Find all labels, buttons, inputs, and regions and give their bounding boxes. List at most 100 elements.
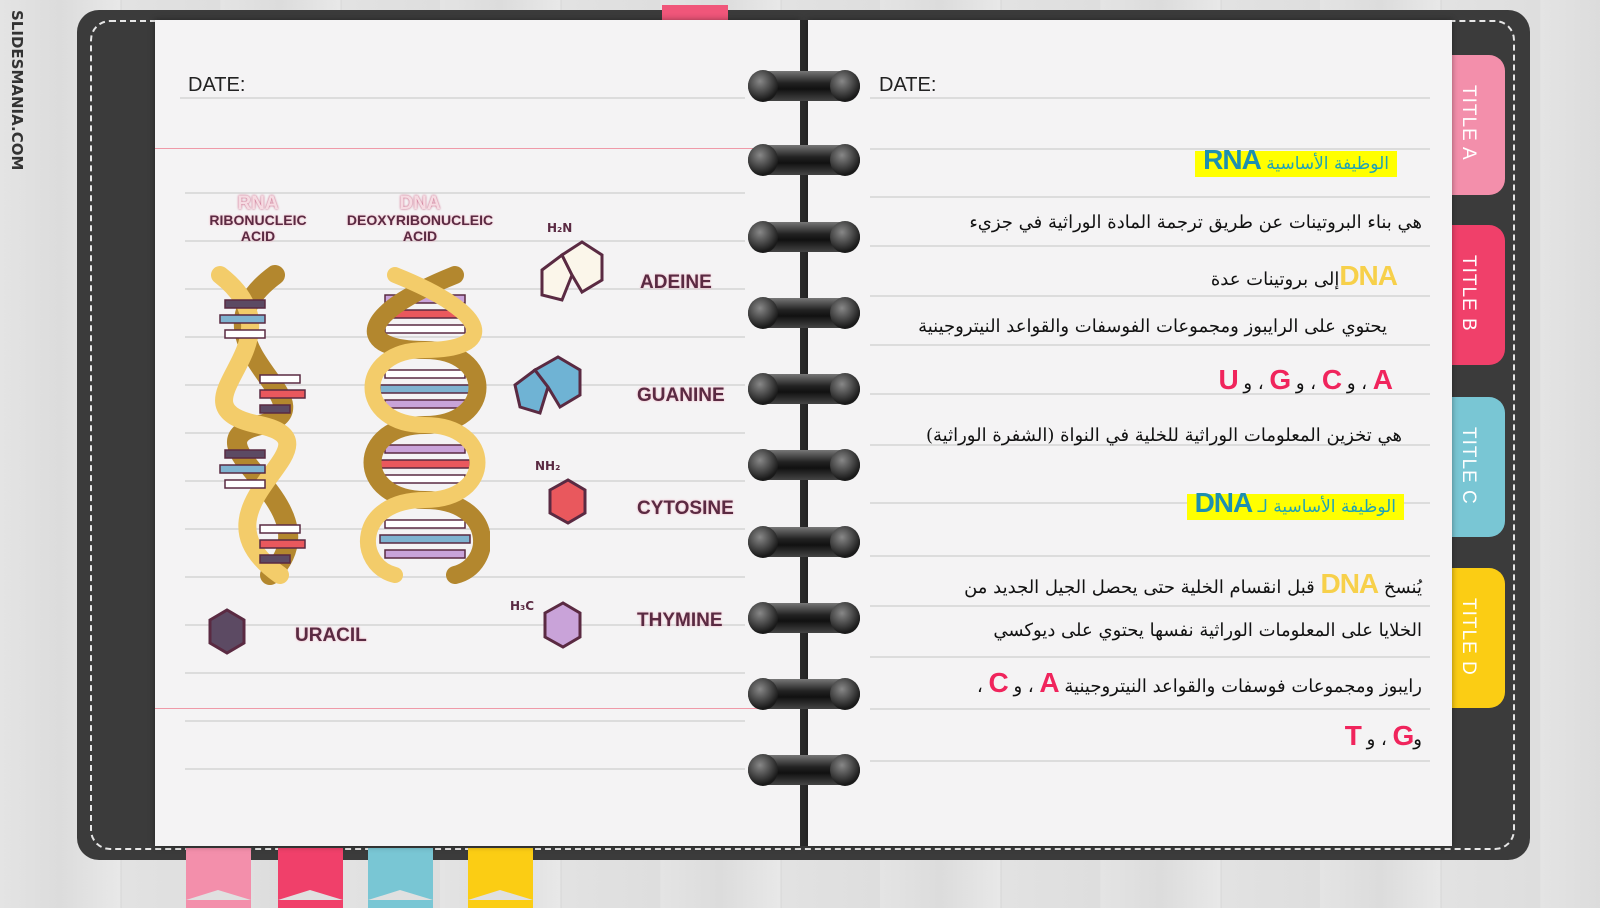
base-letter: A <box>1039 667 1059 698</box>
rna-subtitle: RIBONUCLEIC <box>209 212 307 228</box>
base-letter: G <box>1392 720 1415 751</box>
ruled-line <box>870 97 1430 99</box>
text: يُنسخ <box>1383 577 1422 598</box>
ruled-line <box>185 240 745 242</box>
ruled-line <box>185 720 745 722</box>
dna-abbr: DNA <box>1339 260 1398 291</box>
rna-bases-line: A ، و C ، و G ، و U <box>1218 364 1393 396</box>
ruled-line <box>185 768 745 770</box>
spiral-ring <box>748 678 860 710</box>
spiral-ring <box>748 754 860 786</box>
tab-label: TITLE C <box>1458 427 1479 505</box>
dna-text-line-1: يُنسخ DNA قبل انقسام الخلية حتى يحصل الج… <box>964 568 1422 600</box>
ruled-line <box>870 295 1430 297</box>
date-label: DATE: <box>188 74 246 96</box>
dna-label: DNA DEOXYRIBONUCLEIC ACID <box>345 193 495 244</box>
left-page: DATE: RNA RIBONUCLEIC ACID DNA DEOXYRIBO… <box>155 20 800 846</box>
tab-title-b[interactable]: TITLE B <box>1443 225 1505 365</box>
base-label-uracil: URACIL <box>295 625 367 646</box>
tab-title-a[interactable]: TITLE A <box>1443 55 1505 195</box>
base-letter: U <box>1218 364 1238 395</box>
ruled-line <box>870 393 1430 395</box>
guanine-molecule-icon <box>513 355 582 415</box>
text: و <box>1413 729 1422 750</box>
ruled-line <box>185 528 745 530</box>
rna-text-line-3: يحتوي على الرايبوز ومجموعات الفوسفات وال… <box>918 316 1387 337</box>
rna-helix-illustration <box>211 265 306 585</box>
ruled-line <box>870 605 1430 607</box>
ruled-line <box>870 502 1430 504</box>
ruled-line <box>185 624 745 626</box>
ruled-line <box>870 656 1430 658</box>
tab-title-c[interactable]: TITLE C <box>1443 397 1505 537</box>
dna-storage-line: هي تخزين المعلومات الوراثية للخلية في ال… <box>926 425 1402 446</box>
bottom-bookmark-yellow[interactable] <box>468 848 533 908</box>
text: رايبوز ومجموعات فوسفات والقواعد النيتروج… <box>1064 676 1422 697</box>
tab-label: TITLE A <box>1458 85 1479 161</box>
heading-abbr: DNA <box>1194 487 1254 518</box>
rna-function-heading: الوظيفة الأساسية RNA <box>1195 144 1397 177</box>
ruled-line <box>185 672 745 674</box>
uracil-molecule-icon <box>208 608 246 655</box>
dna-subtitle: DEOXYRIBONUCLEIC <box>346 212 494 228</box>
svg-text:H₃C: H₃C <box>510 599 534 613</box>
base-letter: G <box>1269 364 1291 395</box>
spiral-ring <box>748 297 860 329</box>
bottom-bookmark-red[interactable] <box>278 848 343 908</box>
base-letter: C <box>1321 364 1342 395</box>
separator: ، و <box>1346 373 1373 394</box>
tab-label: TITLE D <box>1458 598 1479 676</box>
ruled-line <box>185 192 745 194</box>
dna-function-heading: الوظيفة الأساسية لـ DNA <box>1186 487 1404 520</box>
ruled-line <box>180 97 745 99</box>
dna-helix-illustrations <box>211 265 490 585</box>
dna-text-line-2: الخلايا على المعلومات الوراثية نفسها يحت… <box>993 620 1422 641</box>
tab-title-d[interactable]: TITLE D <box>1443 568 1505 708</box>
highlight: الوظيفة الأساسية لـ DNA <box>1186 487 1404 520</box>
spiral-ring <box>748 602 860 634</box>
adenine-molecule-icon: H₂N <box>540 221 604 302</box>
base-letter: C <box>988 667 1009 698</box>
dna-title: DNA <box>399 193 441 214</box>
spiral-ring <box>748 144 860 176</box>
heading-text: الوظيفة الأساسية لـ <box>1257 497 1396 517</box>
base-letter: T <box>1344 720 1362 751</box>
bottom-bookmark-blue[interactable] <box>368 848 433 908</box>
dna-abbr: DNA <box>1320 568 1379 599</box>
ruled-line <box>185 288 745 290</box>
dna-text-line-4: وG ، و T <box>1345 720 1422 752</box>
top-bookmark[interactable] <box>662 5 728 21</box>
ruled-line <box>870 148 1430 150</box>
bottom-bookmark-pink[interactable] <box>186 848 251 908</box>
rna-title: RNA <box>237 193 279 214</box>
separator: ، و <box>1013 676 1040 697</box>
spiral-ring <box>748 449 860 481</box>
spiral-ring <box>748 373 860 405</box>
separator: ، و <box>1295 373 1322 394</box>
text: إلى بروتينات عدة <box>1210 269 1340 290</box>
right-page: DATE: الوظيفة الأساسية RNA هي بناء البرو… <box>808 20 1452 846</box>
base-letter: A <box>1372 364 1393 395</box>
spiral-ring <box>748 221 860 253</box>
svg-text:NH₂: NH₂ <box>535 459 560 473</box>
base-label-cytosine: CYTOSINE <box>637 498 734 519</box>
separator: ، <box>976 676 989 697</box>
margin-line <box>155 148 800 149</box>
margin-line <box>155 708 800 709</box>
spiral-ring <box>748 526 860 558</box>
ruled-line <box>870 344 1430 346</box>
tab-label: TITLE B <box>1458 255 1479 332</box>
ruled-line <box>870 444 1430 446</box>
watermark: SLIDESMANIA.COM <box>8 10 26 171</box>
heading-abbr: RNA <box>1203 144 1262 175</box>
dna-double-helix-illustration <box>360 266 490 584</box>
spiral-ring <box>748 70 860 102</box>
ruled-line <box>870 555 1430 557</box>
highlight: الوظيفة الأساسية RNA <box>1195 144 1397 177</box>
heading-text: الوظيفة الأساسية <box>1266 154 1389 174</box>
rna-text-line-2: DNAإلى بروتينات عدة <box>1210 260 1398 292</box>
rna-text-line-1: هي بناء البروتينات عن طريق ترجمة المادة … <box>969 212 1422 233</box>
ruled-line <box>870 708 1430 710</box>
ruled-line <box>870 760 1430 762</box>
dna-subtitle: ACID <box>402 228 438 244</box>
